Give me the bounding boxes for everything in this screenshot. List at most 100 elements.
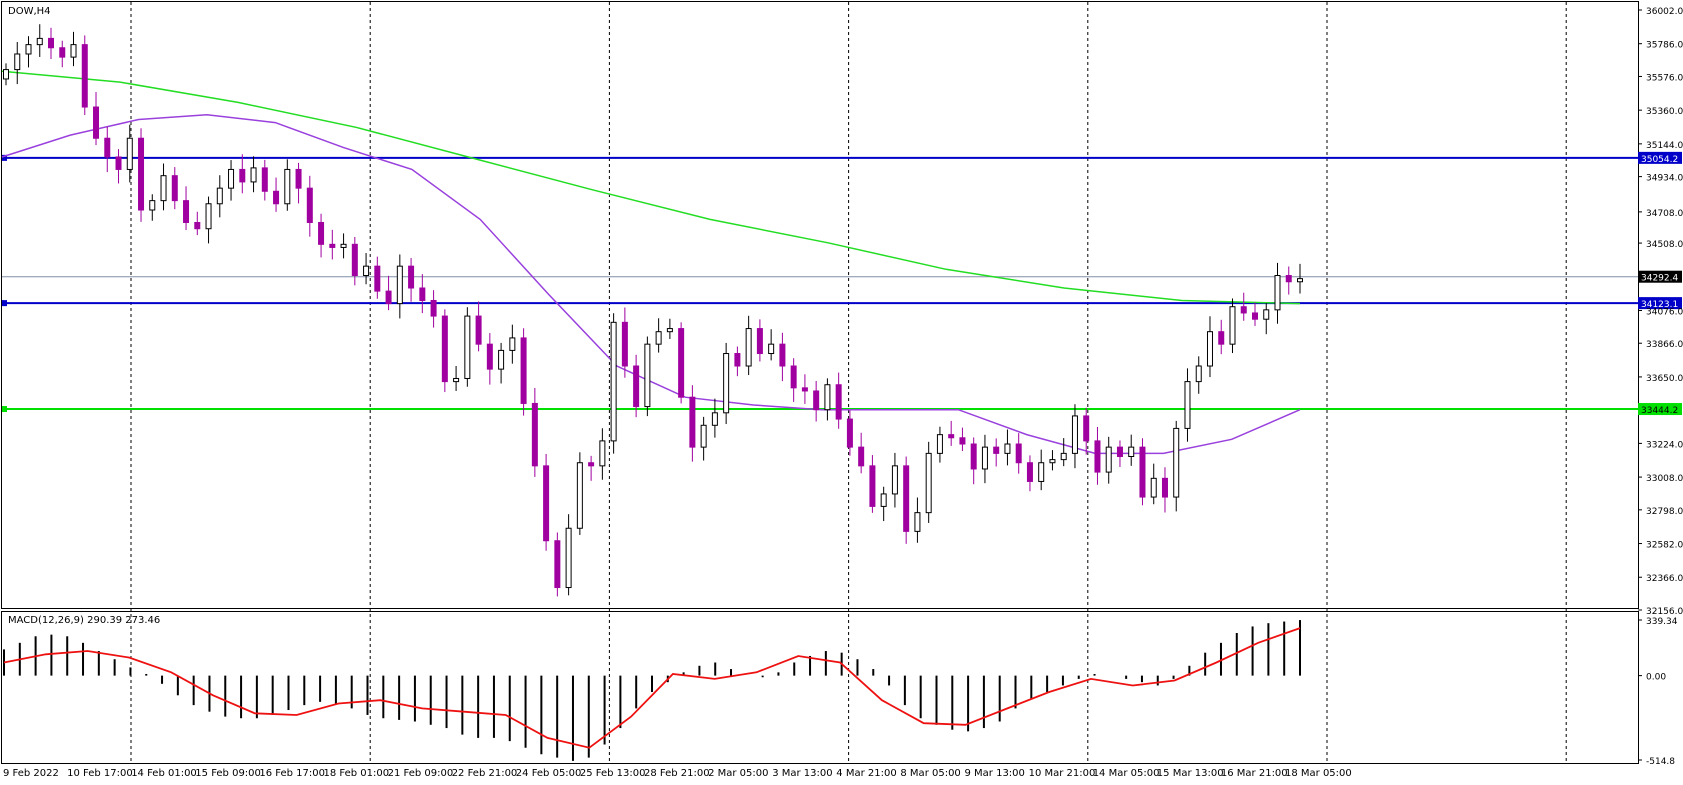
moving-averages [1, 70, 1301, 455]
candle-bear [734, 353, 741, 367]
time-tick-label: 15 Mar 13:00 [1157, 768, 1224, 779]
price-tick-label: 33866.0 [1646, 340, 1683, 350]
macd-title: MACD(12,26,9) 290.39 273.46 [8, 615, 160, 626]
level-tag-text-support-upper: 34123.1 [1641, 300, 1678, 310]
time-tick-label: 9 Feb 2022 [3, 768, 59, 779]
price-tick-label: 34508.0 [1646, 240, 1683, 250]
candle-bull [250, 167, 257, 183]
vertical-gridlines [130, 2, 1567, 763]
candle-bull [340, 243, 347, 248]
candle-bear [194, 221, 201, 230]
candle-bull [880, 493, 887, 507]
candle-bear [318, 221, 325, 245]
candle-bull [1229, 306, 1236, 345]
candle-bear [430, 299, 437, 317]
time-tick-label: 16 Mar 21:00 [1221, 768, 1288, 779]
price-tick-label: 33650.0 [1646, 374, 1683, 384]
candle-bear [903, 465, 910, 532]
candle-bull [925, 452, 932, 514]
price-tick-label: 34934.0 [1646, 174, 1683, 184]
time-tick-label: 28 Feb 21:00 [644, 768, 710, 779]
candle-bull [1038, 462, 1045, 482]
candle-bull [981, 446, 988, 470]
candle-bull [610, 321, 617, 442]
time-tick-label: 18 Mar 05:00 [1285, 768, 1352, 779]
price-tick-label: 32798.0 [1646, 507, 1683, 517]
level-tag-text-support-lower: 33444.2 [1641, 406, 1678, 416]
candle-bull [70, 44, 77, 58]
candle-bull [1263, 309, 1270, 320]
candle-bull [464, 315, 471, 379]
candle-bear [104, 137, 111, 158]
ma-slow-line [1, 70, 1301, 305]
macd-plot [3, 620, 1301, 761]
candle-bull [891, 465, 898, 495]
macd-signal-line [3, 627, 1301, 749]
candle-bear [374, 265, 381, 292]
candle-bear [48, 37, 55, 49]
candle-bear [756, 328, 763, 355]
candle-bear [621, 321, 628, 367]
price-tick-label: 33224.0 [1646, 440, 1683, 450]
candle-bear [183, 200, 190, 223]
candle-bear [801, 387, 808, 392]
candle-bull [3, 69, 9, 80]
candle-bear [678, 328, 685, 398]
candle-bull [160, 175, 167, 202]
time-tick-label: 24 Feb 05:00 [516, 768, 582, 779]
candle-bear [869, 465, 876, 507]
candle-bear [554, 540, 561, 589]
candle-bull [1105, 446, 1112, 473]
time-tick-label: 4 Mar 21:00 [836, 768, 896, 779]
level-tag-text-resistance: 35054.2 [1641, 155, 1678, 165]
candle-bull [1206, 331, 1213, 367]
level-tag-text-last-price: 34292.4 [1641, 274, 1678, 284]
candle-bull [1184, 381, 1191, 429]
candle-bear [588, 462, 595, 467]
candle-bear [1240, 306, 1247, 314]
price-axis: 36002.0 35786.0 35576.0 35360.0 35144.0 34934… [1638, 7, 1683, 767]
candle-bull [1128, 446, 1135, 457]
candle-bull [228, 168, 235, 189]
candle-bull [1060, 452, 1067, 461]
price-tick-label: 36002.0 [1646, 7, 1683, 17]
candle-bear [1285, 275, 1292, 283]
candle-bull [711, 412, 718, 426]
candle-bull [599, 440, 606, 467]
candle-bear [59, 47, 66, 58]
candle-bull [396, 265, 403, 305]
candle-bear [858, 446, 865, 467]
candle-bear [1116, 446, 1123, 457]
time-tick-label: 10 Feb 17:00 [67, 768, 133, 779]
candle-bull [666, 328, 673, 333]
candle-bear [408, 265, 415, 289]
candle-bear [531, 402, 538, 467]
price-tick-label: 34076.0 [1646, 307, 1683, 317]
candle-bear [959, 437, 966, 445]
candle-bull [149, 200, 156, 211]
candle-bull [644, 343, 651, 408]
candle-bull [126, 137, 133, 170]
level-handle-support-upper [2, 300, 7, 307]
candle-bear [993, 446, 1000, 454]
candle-bear [835, 384, 842, 420]
macd-tick-label: 0.00 [1646, 673, 1666, 683]
candle-bull [1274, 275, 1281, 311]
price-tick-label: 35360.0 [1646, 107, 1683, 117]
candle-bear [295, 168, 302, 189]
candle-bear [475, 315, 482, 345]
candle-bull [1297, 278, 1303, 283]
time-tick-label: 14 Mar 05:00 [1093, 768, 1160, 779]
candle-bear [261, 167, 268, 192]
candle-bull [1071, 415, 1078, 454]
candle-bull [284, 168, 291, 205]
candles [3, 24, 1303, 597]
candle-bear [1015, 443, 1022, 464]
candle-bear [543, 465, 550, 542]
candle-bear [1218, 331, 1225, 345]
price-tick-label: 32366.0 [1646, 574, 1683, 584]
candle-bear [486, 343, 493, 370]
